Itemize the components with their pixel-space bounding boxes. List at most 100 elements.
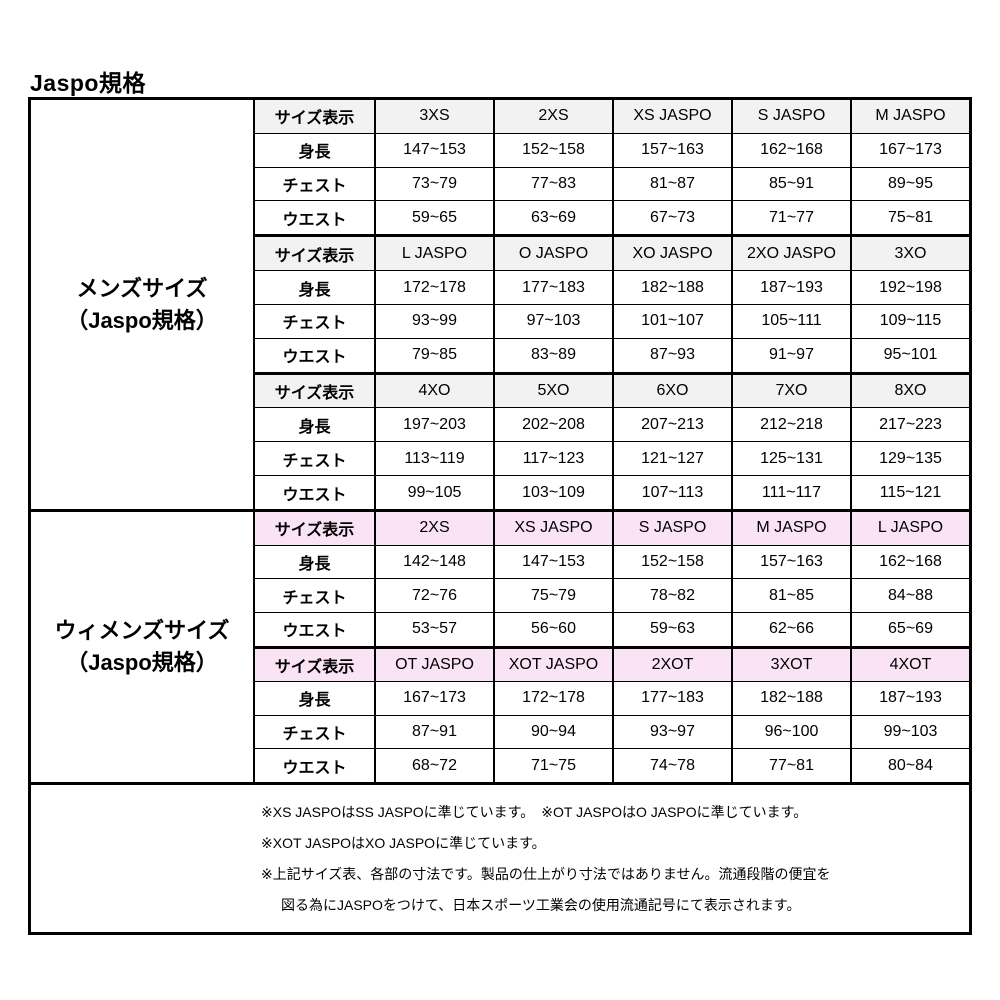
size-chart-table: メンズサイズ （Jaspo規格） サイズ表示 3XS 2XS XS JASPO S JASP…: [28, 97, 972, 935]
waist-cell: 107~113: [614, 476, 733, 509]
size-header-row: サイズ表示 4XO 5XO 6XO 7XO 8XO: [255, 371, 969, 408]
sizes-cell: L JASPO: [376, 237, 495, 271]
sizes-cell: 4XO: [376, 374, 495, 408]
size-header-row: サイズ表示 3XS 2XS XS JASPO S JASPO M JASPO: [255, 100, 969, 133]
row-label-cell: チェスト: [255, 167, 376, 201]
chest-cell: 101~107: [614, 304, 733, 338]
row-label-cell: ウエスト: [255, 476, 376, 509]
sizes-cell: XS JASPO: [495, 512, 614, 545]
chest-cell: 105~111: [733, 304, 852, 338]
row-label-cell: チェスト: [255, 304, 376, 338]
height-row: 身長 197~203 202~208 207~213 212~218 217~223: [255, 407, 969, 442]
waist-cell: 68~72: [376, 749, 495, 782]
waist-cell: 111~117: [733, 476, 852, 509]
sizes-cell: M JASPO: [875, 107, 946, 125]
chest-cell: 113~119: [376, 442, 495, 476]
row-label-cell: サイズ表示: [255, 648, 376, 682]
footnote-line: ※XS JASPOはSS JASPOに準じています。 ※OT JASPOはO J…: [261, 804, 808, 820]
row-label-cell: サイズ表示: [255, 100, 376, 133]
waist-cell: 91~97: [733, 338, 852, 372]
sizes-cell: 2XOT: [614, 648, 733, 682]
section-label-line: ウィメンズサイズ: [54, 618, 230, 644]
sizes-cell: XS JASPO: [614, 100, 733, 133]
chest-cell: 96~100: [733, 715, 852, 749]
height-cell: 147~153: [495, 545, 614, 579]
chest-row: チェスト 87~91 90~94 93~97 96~100 99~103: [255, 714, 969, 749]
height-cell: 177~183: [495, 271, 614, 304]
chest-cell: 93~97: [614, 715, 733, 749]
waist-cell: 95~101: [883, 346, 938, 364]
height-cell: 187~193: [733, 271, 852, 304]
sizes-cell: OT JASPO: [376, 648, 495, 682]
row-label-cell: 身長: [255, 545, 376, 579]
section-label-line: メンズサイズ: [76, 275, 208, 301]
chest-cell: 109~115: [879, 312, 942, 330]
waist-row: ウエスト 68~72 71~75 74~78 77~81 80~84: [255, 748, 969, 782]
sizes-cell: XOT JASPO: [495, 648, 614, 682]
height-cell: 162~168: [733, 133, 852, 167]
height-row: 身長 147~153 152~158 157~163 162~168 167~173: [255, 132, 969, 167]
height-cell: 152~158: [495, 133, 614, 167]
sizes-cell: 2XS: [495, 100, 614, 133]
sizes-cell: 3XO: [894, 244, 927, 262]
sizes-cell: XO JASPO: [614, 237, 733, 271]
waist-cell: 79~85: [376, 338, 495, 372]
chest-cell: 97~103: [495, 304, 614, 338]
footnote-line: 図る為にJASPOをつけて、日本スポーツ工業会の使用流通記号にて表示されます。: [281, 897, 801, 913]
sizes-cell: 4XOT: [889, 655, 932, 673]
waist-cell: 67~73: [614, 201, 733, 235]
row-label-cell: ウエスト: [255, 201, 376, 235]
row-label-cell: 身長: [255, 682, 376, 715]
section-label-line: （Jaspo規格）: [66, 307, 218, 333]
height-cell: 182~188: [614, 271, 733, 304]
chest-cell: 81~85: [733, 579, 852, 612]
height-row: 身長 172~178 177~183 182~188 187~193 192~198: [255, 270, 969, 304]
row-label-cell: サイズ表示: [255, 237, 376, 271]
chest-row: チェスト 73~79 77~83 81~87 85~91 89~95: [255, 166, 969, 201]
size-header-row: サイズ表示 L JASPO O JASPO XO JASPO 2XO JASPO 3XO: [255, 234, 969, 271]
height-cell: 197~203: [376, 408, 495, 442]
chest-row: チェスト 72~76 75~79 78~82 81~85 84~88: [255, 578, 969, 612]
height-cell: 157~163: [614, 133, 733, 167]
section-womens: ウィメンズサイズ （Jaspo規格） サイズ表示 2XS XS JASPO S JASPO…: [31, 509, 969, 782]
chest-cell: 72~76: [376, 579, 495, 612]
sizes-cell: 2XS: [376, 512, 495, 545]
row-label-cell: 身長: [255, 408, 376, 442]
chest-cell: 73~79: [376, 167, 495, 201]
sizes-cell: 6XO: [614, 374, 733, 408]
section-label-mens: メンズサイズ （Jaspo規格）: [31, 100, 255, 509]
height-cell: 202~208: [495, 408, 614, 442]
waist-cell: 65~69: [888, 620, 933, 638]
size-header-row: サイズ表示 2XS XS JASPO S JASPO M JASPO L JASPO: [255, 512, 969, 545]
chest-cell: 121~127: [614, 442, 733, 476]
sizes-cell: 3XS: [376, 100, 495, 133]
row-label-cell: ウエスト: [255, 612, 376, 646]
footnote-line: ※上記サイズ表、各部の寸法です。製品の仕上がり寸法ではありません。流通段階の便宜…: [261, 866, 831, 882]
sizes-cell: 7XO: [733, 374, 852, 408]
row-label-cell: ウエスト: [255, 749, 376, 782]
height-cell: 182~188: [733, 682, 852, 715]
waist-cell: 99~105: [376, 476, 495, 509]
height-cell: 162~168: [879, 552, 942, 570]
chest-cell: 99~103: [883, 723, 938, 741]
sizes-cell: M JASPO: [733, 512, 852, 545]
chest-cell: 129~135: [879, 449, 942, 467]
chest-row: チェスト 93~99 97~103 101~107 105~111 109~115: [255, 303, 969, 338]
waist-cell: 74~78: [614, 749, 733, 782]
height-cell: 217~223: [879, 415, 942, 433]
chest-cell: 77~83: [495, 167, 614, 201]
chest-cell: 89~95: [888, 175, 933, 193]
height-cell: 167~173: [376, 682, 495, 715]
chest-cell: 81~87: [614, 167, 733, 201]
height-cell: 157~163: [733, 545, 852, 579]
height-cell: 172~178: [376, 271, 495, 304]
height-cell: 177~183: [614, 682, 733, 715]
height-cell: 207~213: [614, 408, 733, 442]
waist-cell: 71~75: [495, 749, 614, 782]
row-label-cell: チェスト: [255, 579, 376, 612]
chest-cell: 87~91: [376, 715, 495, 749]
sizes-cell: 8XO: [894, 382, 927, 400]
waist-row: ウエスト 99~105 103~109 107~113 111~117 115~121: [255, 475, 969, 509]
row-label-cell: チェスト: [255, 715, 376, 749]
waist-cell: 63~69: [495, 201, 614, 235]
